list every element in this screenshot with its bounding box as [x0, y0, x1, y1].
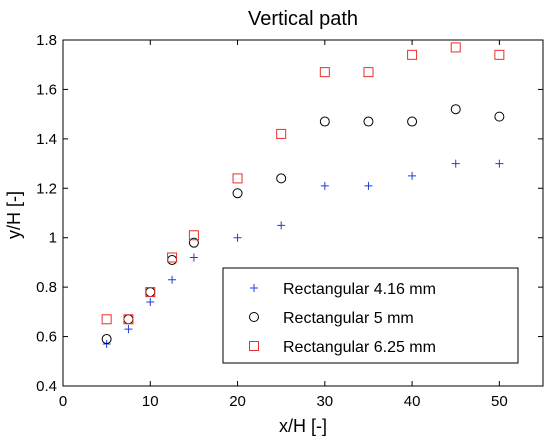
data-point-series-1	[189, 253, 198, 262]
y-tick-label: 1	[49, 230, 57, 247]
x-tick-label: 30	[316, 393, 333, 410]
y-tick-label: 1.4	[36, 131, 57, 148]
x-tick-label: 0	[59, 393, 67, 410]
legend-marker-1	[250, 284, 258, 292]
data-point-series-3	[232, 173, 243, 184]
data-point-series-2	[232, 188, 243, 199]
chart-title: Vertical path	[248, 8, 358, 30]
legend-label-1: Rectangular 4.16 mm	[283, 281, 436, 298]
x-tick-label: 40	[404, 393, 421, 410]
data-point-series-1	[408, 171, 417, 180]
data-point-series-3	[188, 230, 199, 241]
data-point-series-1	[168, 275, 177, 284]
y-tick-label: 1.8	[36, 32, 57, 49]
legend-marker-2	[249, 312, 259, 322]
data-point-series-3	[494, 49, 505, 60]
data-point-series-1	[451, 159, 460, 168]
x-axis-label: x/H [-]	[279, 416, 327, 436]
data-point-series-2	[319, 116, 330, 127]
x-tick-label: 50	[491, 393, 508, 410]
data-point-series-2	[363, 116, 374, 127]
data-point-series-3	[276, 128, 287, 139]
y-tick-label: 0.8	[36, 279, 57, 296]
legend-label-3: Rectangular 6.25 mm	[283, 339, 436, 356]
data-point-series-1	[146, 297, 155, 306]
data-point-series-3	[319, 67, 330, 78]
y-tick-label: 0.6	[36, 329, 57, 346]
data-point-series-1	[320, 181, 329, 190]
legend-marker-3	[249, 341, 259, 351]
data-point-series-3	[450, 42, 461, 53]
x-tick-label: 10	[142, 393, 159, 410]
y-tick-label: 0.4	[36, 378, 57, 395]
data-point-series-2	[276, 173, 287, 184]
data-point-series-1	[124, 325, 133, 334]
data-point-series-2	[188, 237, 199, 248]
y-tick-label: 1.6	[36, 81, 57, 98]
y-axis-label: y/H [-]	[4, 191, 24, 239]
plot-frame	[62, 39, 544, 387]
plot-area: 0 10 20 30 40 50 0.4 0.6 0.8 1 1.2 1.4 1.6 1.8 Rectang…	[36, 32, 544, 410]
data-point-series-2	[407, 116, 418, 127]
y-tick-label: 1.2	[36, 180, 57, 197]
data-point-series-1	[233, 233, 242, 242]
data-point-series-3	[407, 49, 418, 60]
data-point-series-3	[145, 287, 156, 298]
data-point-series-3	[167, 252, 178, 263]
data-point-series-1	[277, 221, 286, 230]
legend-box	[222, 267, 519, 364]
data-point-series-1	[495, 159, 504, 168]
legend-label-2: Rectangular 5 mm	[283, 310, 414, 327]
data-point-series-3	[101, 314, 112, 325]
data-point-series-2	[450, 104, 461, 115]
data-point-series-2	[494, 111, 505, 122]
data-point-series-3	[123, 314, 134, 325]
data-point-series-3	[363, 67, 374, 78]
x-tick-label: 20	[229, 393, 246, 410]
data-point-series-1	[364, 181, 373, 190]
data-point-series-2	[101, 334, 112, 345]
